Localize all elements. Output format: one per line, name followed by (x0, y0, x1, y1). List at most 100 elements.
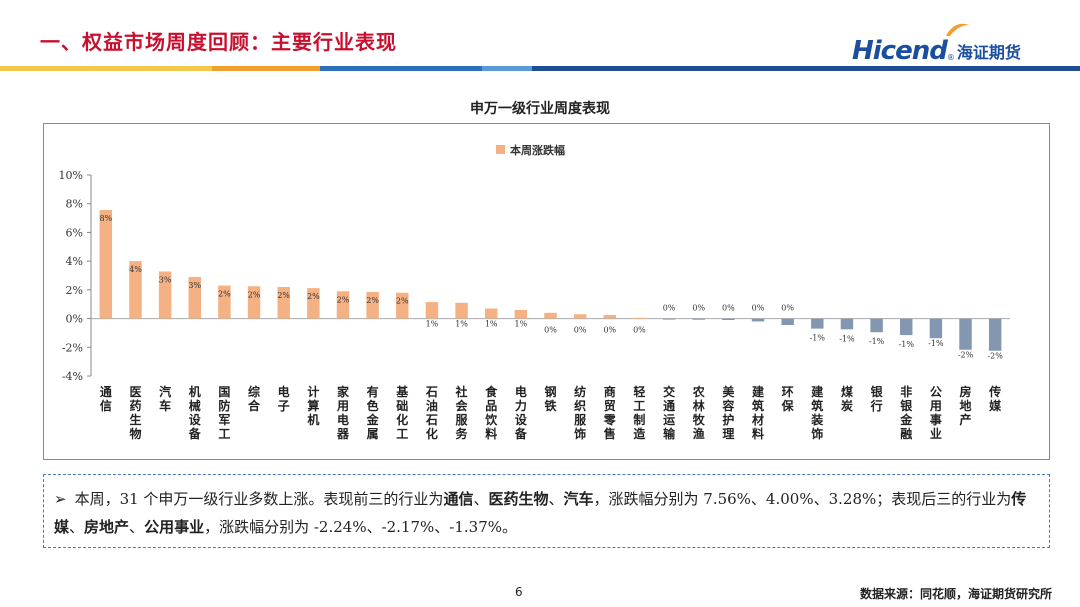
data-label: 0% (603, 326, 616, 335)
data-label: -1% (899, 340, 915, 349)
data-label: 8% (99, 214, 112, 223)
data-label: 0% (692, 304, 705, 313)
bar (158, 271, 172, 319)
data-label: -2% (987, 352, 1003, 361)
category-label: 家用电器 (336, 384, 350, 441)
data-label: 1% (515, 320, 528, 329)
y-tick-label: 8% (66, 198, 83, 211)
summary-sep: 、 (473, 490, 489, 508)
bar (277, 286, 290, 319)
bar (662, 318, 676, 320)
logo-registered-mark: ® (946, 53, 955, 62)
data-label: 0% (781, 304, 794, 313)
legend-swatch (496, 145, 505, 154)
legend-label: 本周涨跌幅 (510, 143, 565, 157)
bar (247, 286, 261, 319)
bar (692, 318, 705, 320)
data-label: 0% (544, 326, 557, 335)
data-label: 0% (633, 326, 646, 335)
bar (781, 318, 794, 326)
category-label: 机械设备 (188, 384, 202, 441)
bar (514, 309, 528, 319)
logo-text-cn: 海证期货 (956, 43, 1021, 62)
header-bar-segment (212, 66, 320, 71)
page-number: 6 (515, 585, 523, 599)
summary-top-industry: 医药生物 (488, 490, 549, 508)
bar (544, 312, 557, 319)
y-tick-label: 6% (66, 226, 83, 239)
y-tick-label: 0% (66, 313, 83, 326)
category-label: 医药生物 (129, 385, 141, 441)
category-label: 通信 (100, 384, 112, 413)
summary-text: ➢ 本周，31 个申万一级行业多数上涨。表现前三的行业为通信、医药生物、汽车，涨跌… (54, 485, 1039, 541)
summary-part: 本周，31 个申万一级行业多数上涨。表现前三的行业为 (74, 490, 444, 508)
data-label: 2% (396, 297, 409, 306)
data-label: 2% (307, 292, 320, 301)
data-label: -1% (810, 334, 826, 343)
category-label: 非银金融 (899, 384, 913, 441)
y-tick-label: 2% (66, 284, 83, 297)
category-label: 公用事业 (929, 385, 942, 441)
bar (336, 291, 350, 319)
bullet-arrow-icon: ➢ (54, 490, 67, 508)
summary-top-industry: 汽车 (563, 490, 594, 508)
category-label: 农林牧渔 (692, 384, 706, 441)
category-label: 交通运输 (663, 384, 676, 441)
bar (455, 302, 468, 319)
summary-sep: 、 (548, 490, 564, 508)
category-label: 美容护理 (721, 384, 735, 441)
data-label: 3% (188, 281, 201, 290)
category-label: 石油石化 (425, 385, 438, 441)
bar (751, 318, 765, 322)
category-label: 综合 (248, 384, 261, 413)
category-label: 基础化工 (395, 384, 409, 441)
summary-part: ，涨跌幅分别为 -2.24%、-2.17%、-1.37%。 (204, 518, 518, 536)
data-label: 0% (663, 304, 676, 313)
header-bar-segment (0, 66, 212, 71)
data-label: -1% (839, 334, 855, 343)
data-label: 1% (426, 320, 439, 329)
category-label: 电子 (278, 384, 290, 413)
bar (870, 318, 883, 333)
bar (188, 276, 201, 319)
bar (900, 318, 913, 336)
bar (840, 318, 854, 330)
data-label: 2% (248, 290, 261, 299)
logo-text-en: Hicend (852, 36, 948, 66)
summary-sep: 、 (129, 518, 145, 536)
data-label: 0% (752, 304, 765, 313)
category-label: 环保 (781, 385, 795, 413)
category-label: 建筑装饰 (810, 384, 824, 441)
header-bar-segment (532, 66, 1080, 71)
summary-bottom-industry: 传媒 (54, 490, 1027, 536)
logo-swoosh-icon (946, 23, 969, 36)
data-label: -2% (958, 351, 974, 360)
data-label: 0% (574, 326, 587, 335)
summary-bottom-industry: 房地产 (84, 518, 130, 536)
bar (929, 318, 943, 339)
data-label: 1% (455, 320, 468, 329)
data-label: 2% (218, 290, 231, 299)
bar (99, 210, 113, 319)
data-label: 3% (159, 275, 172, 284)
bar (218, 285, 231, 319)
category-label: 食品饮料 (484, 384, 498, 441)
summary-part: ，涨跌幅分别为 7.56%、4.00%、3.28%；表现后三的行业为 (593, 490, 1012, 508)
summary-sep: 、 (69, 518, 85, 536)
chart-title: 申万一级行业周度表现 (470, 101, 610, 117)
y-tick-label: 4% (66, 255, 83, 268)
bar (129, 261, 142, 319)
category-label: 电力设备 (514, 384, 528, 441)
bar (988, 318, 1002, 351)
category-label: 国防军工 (218, 385, 230, 441)
header-bar-segment (482, 66, 532, 71)
category-label: 有色金属 (366, 384, 380, 441)
y-tick-label: -4% (62, 370, 83, 383)
bar (396, 292, 409, 319)
category-label: 商贸零售 (603, 384, 617, 441)
summary-box: ➢ 本周，31 个申万一级行业多数上涨。表现前三的行业为通信、医药生物、汽车，涨跌… (43, 474, 1050, 548)
category-label: 银行 (870, 384, 884, 413)
brand-logo: Hicend ® 海证期货 (852, 23, 1021, 66)
bar (425, 302, 439, 319)
